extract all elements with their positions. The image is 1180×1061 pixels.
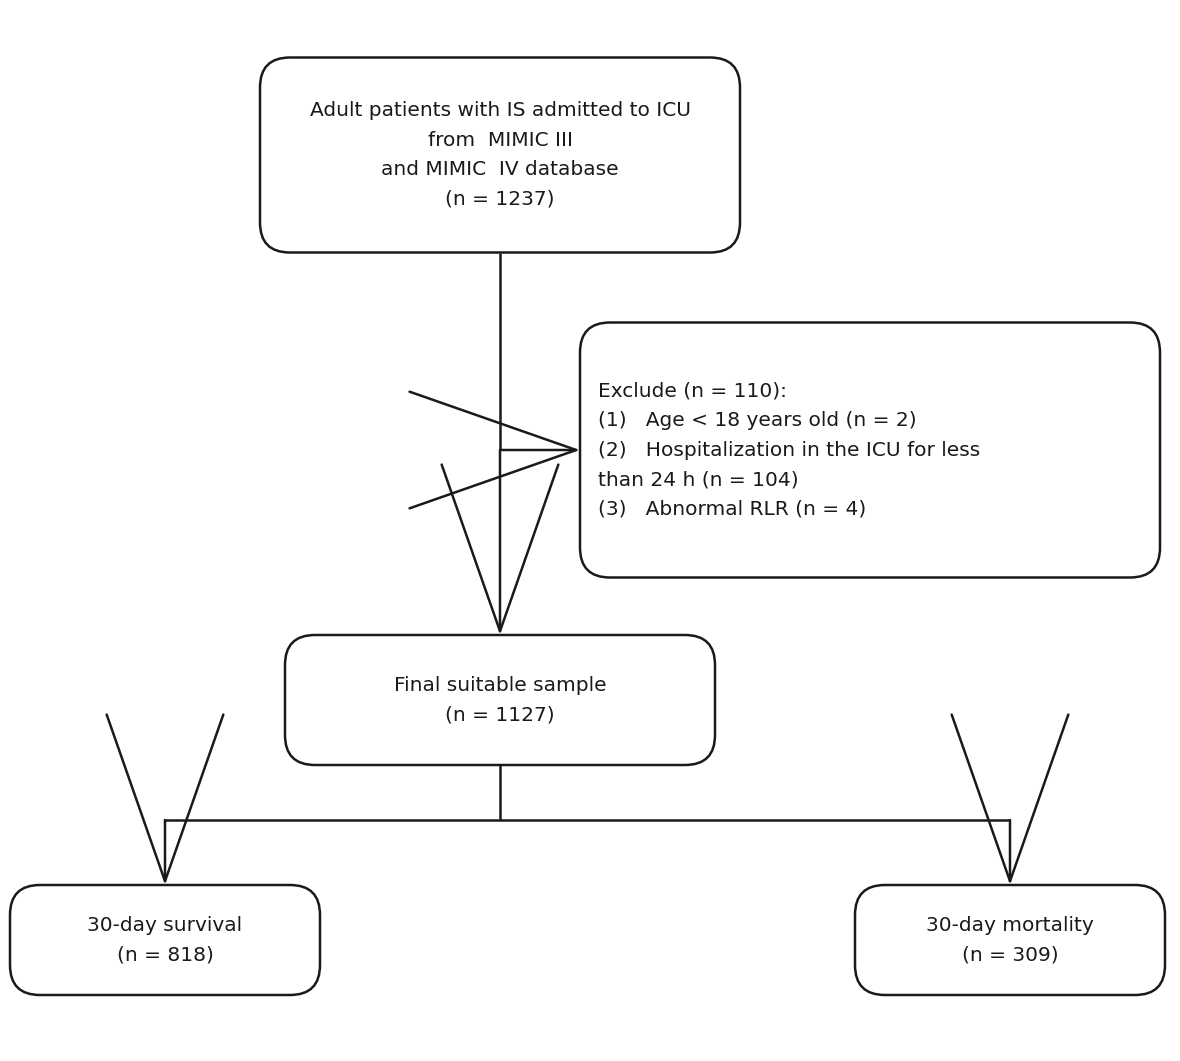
FancyBboxPatch shape [856, 885, 1165, 995]
Text: 30-day survival
(n = 818): 30-day survival (n = 818) [87, 916, 243, 964]
Text: Final suitable sample
(n = 1127): Final suitable sample (n = 1127) [394, 676, 607, 725]
FancyBboxPatch shape [260, 57, 740, 253]
FancyBboxPatch shape [9, 885, 320, 995]
FancyBboxPatch shape [286, 634, 715, 765]
Text: Adult patients with IS admitted to ICU
from  MIMIC III
and MIMIC  IV database
(n: Adult patients with IS admitted to ICU f… [309, 101, 690, 209]
FancyBboxPatch shape [581, 323, 1160, 577]
Text: Exclude (n = 110):
(1)   Age < 18 years old (n = 2)
(2)   Hospitalization in the: Exclude (n = 110): (1) Age < 18 years ol… [598, 382, 981, 519]
Text: 30-day mortality
(n = 309): 30-day mortality (n = 309) [926, 916, 1094, 964]
